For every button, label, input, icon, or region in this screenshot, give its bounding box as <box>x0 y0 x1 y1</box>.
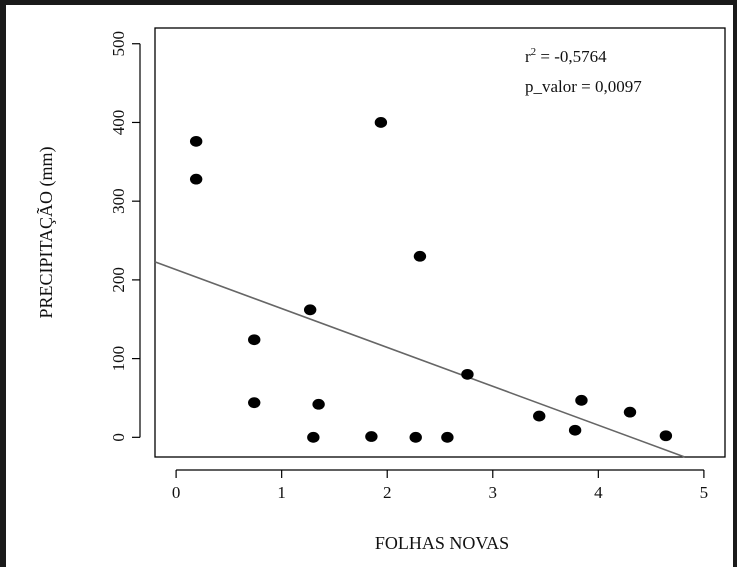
r2-value: = -0,5764 <box>536 47 607 66</box>
data-points <box>189 117 673 443</box>
data-point <box>659 430 673 442</box>
x-axis-title: FOLHAS NOVAS <box>375 533 509 553</box>
p-value-annotation: p_valor = 0,0097 <box>525 77 642 96</box>
r2-superscript: 2 <box>531 46 537 58</box>
y-tick-label: 300 <box>109 188 128 214</box>
y-tick-label: 0 <box>109 433 128 442</box>
y-tick-label: 500 <box>109 31 128 57</box>
y-axis: 0 100 200 300 400 500 <box>109 31 141 442</box>
data-point <box>303 304 317 316</box>
data-point <box>461 368 474 380</box>
y-tick-label: 200 <box>109 267 128 293</box>
x-tick-label: 4 <box>594 483 603 502</box>
x-tick-label: 0 <box>172 483 181 502</box>
data-point <box>248 397 261 409</box>
plot-area-box <box>154 27 726 458</box>
y-tick-label: 400 <box>109 110 128 135</box>
data-point <box>568 424 582 436</box>
regression-line <box>154 261 685 458</box>
x-tick-label: 2 <box>383 483 392 502</box>
data-point <box>409 431 422 443</box>
r-squared-annotation: r2 = -0,5764 <box>525 46 607 66</box>
data-point <box>312 398 325 410</box>
r2-prefix: r <box>525 47 531 66</box>
data-point <box>575 394 588 406</box>
data-point <box>623 406 637 418</box>
data-point <box>365 431 378 442</box>
y-tick-label: 100 <box>109 346 128 372</box>
x-tick-label: 1 <box>277 483 286 502</box>
data-point <box>189 135 203 147</box>
data-point <box>441 431 454 443</box>
data-point <box>307 431 320 443</box>
data-point <box>189 173 203 185</box>
y-axis-title: PRECIPITAÇÃO (mm) <box>35 146 57 318</box>
data-point <box>248 334 261 346</box>
data-point <box>533 410 546 422</box>
x-axis: 0 1 2 3 4 5 <box>172 469 709 502</box>
data-point <box>374 117 388 128</box>
x-tick-label: 3 <box>489 483 498 502</box>
data-point <box>413 250 427 262</box>
x-tick-label: 5 <box>700 483 709 502</box>
